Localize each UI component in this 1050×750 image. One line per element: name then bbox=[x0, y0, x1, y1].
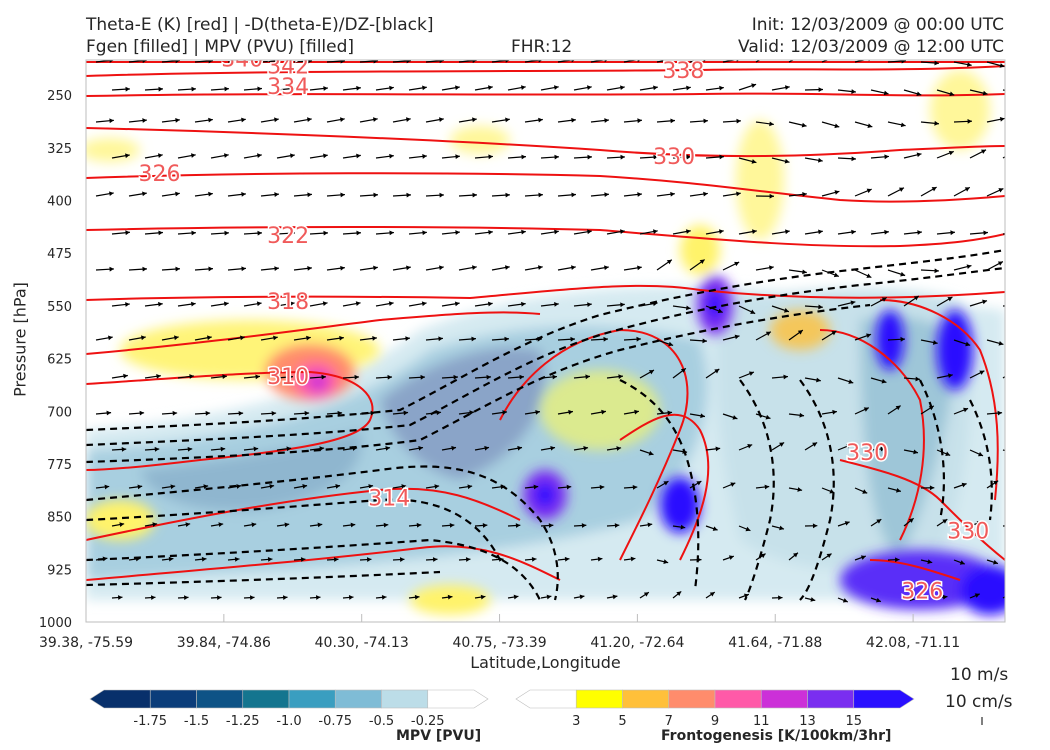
theta-e-contour-label: 310 bbox=[267, 365, 309, 390]
theta-e-contour-label: 338 bbox=[662, 59, 704, 84]
x-axis: 39.38, -75.59 39.84, -74.86 40.30, -74.13 4… bbox=[39, 614, 960, 651]
x-tick-label: 40.75, -73.39 bbox=[452, 635, 546, 651]
y-tick-label: 925 bbox=[47, 563, 72, 578]
theta-e-contour-label: 322 bbox=[267, 224, 309, 249]
y-tick-label: 325 bbox=[47, 142, 72, 157]
y-tick-label: 550 bbox=[47, 300, 72, 315]
plot-frame bbox=[85, 59, 1006, 623]
x-tick-label: 39.38, -75.59 bbox=[39, 635, 133, 651]
y-tick-label: 400 bbox=[47, 195, 72, 210]
theta-e-contour-label: 330 bbox=[653, 145, 695, 170]
theta-e-contour-label: 330 bbox=[947, 520, 989, 545]
y-tick-label: 250 bbox=[47, 89, 72, 104]
y-tick-label: 1000 bbox=[39, 616, 72, 631]
fgen-colorbar-title: Frontogenesis [K/100km/3hr] bbox=[661, 728, 892, 744]
y-axis: 250 325 400 475 550 625 700 775 850 925 1000 bbox=[39, 89, 72, 631]
theta-e-contour-label: 314 bbox=[368, 487, 410, 512]
mpv-colorbar-title: MPV [PVU] bbox=[396, 728, 482, 744]
theta-e-contour-label: 326 bbox=[139, 162, 181, 187]
y-axis-title: Pressure [hPa] bbox=[10, 282, 30, 397]
x-tick-label: 39.84, -74.86 bbox=[177, 635, 271, 651]
theta-e-contour-label: 342 bbox=[267, 55, 309, 80]
theta-e-contour-label: 330 bbox=[846, 441, 888, 466]
y-tick-label: 850 bbox=[47, 511, 72, 526]
valid-time-label: Valid: 12/03/2009 @ 12:00 UTC bbox=[738, 37, 1004, 57]
theta-e-contour-label: 326 bbox=[901, 579, 943, 604]
y-tick-label: 625 bbox=[47, 353, 72, 368]
y-tick-label: 475 bbox=[47, 247, 72, 262]
stability-contours bbox=[86, 248, 1005, 601]
wind-reference-horizontal: 10 m/s bbox=[950, 665, 1009, 685]
forecast-hour-label: FHR:12 bbox=[511, 37, 573, 57]
x-axis-title: Latitude,Longitude bbox=[470, 653, 621, 672]
theta-e-contour-label: 340 bbox=[221, 48, 263, 73]
title-left-line1: Theta-E (K) [red] | -D(theta-E)/DZ-[blac… bbox=[86, 15, 434, 35]
theta-e-contour-label: 334 bbox=[267, 75, 309, 100]
theta-e-label-group: 340 342 338 334 330 326 322 318 310 314 330 330 326 bbox=[137, 48, 991, 606]
title-left-line2: Fgen [filled] | MPV (PVU) [filled] bbox=[86, 37, 355, 57]
y-tick-label: 700 bbox=[47, 405, 72, 420]
theta-e-contours bbox=[86, 60, 1005, 581]
y-tick-label: 775 bbox=[47, 458, 72, 473]
x-tick-label: 41.64, -71.88 bbox=[728, 635, 822, 651]
theta-e-contour-label: 318 bbox=[267, 290, 309, 315]
wind-reference-vertical: 10 cm/s bbox=[945, 692, 1013, 712]
x-tick-label: 40.30, -74.13 bbox=[315, 635, 409, 651]
x-tick-label: 41.20, -72.64 bbox=[590, 635, 684, 651]
init-time-label: Init: 12/03/2009 @ 00:00 UTC bbox=[751, 15, 1004, 35]
x-tick-label: 42.08, -71.11 bbox=[866, 635, 960, 651]
wind-vector-field bbox=[95, 60, 1005, 603]
